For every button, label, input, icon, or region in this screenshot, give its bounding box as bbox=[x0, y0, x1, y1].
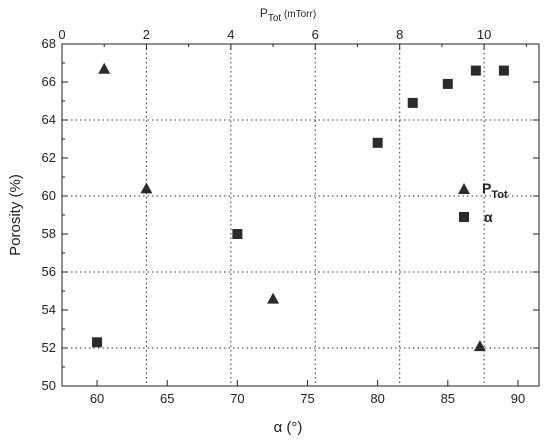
x-bottom-tick-label-90: 90 bbox=[511, 391, 525, 406]
ptot-point-1 bbox=[140, 182, 153, 194]
x-axis-top-label: PTot (mTorr) bbox=[260, 6, 316, 24]
y-tick-label-54: 54 bbox=[42, 302, 56, 317]
legend-ptot-main: P bbox=[482, 180, 491, 196]
x-bottom-tick-label-65: 65 bbox=[160, 391, 174, 406]
x-top-tick-label-4: 4 bbox=[227, 27, 234, 42]
alpha-point-6 bbox=[498, 65, 509, 76]
y-tick-label-52: 52 bbox=[42, 340, 56, 355]
x-top-tick-label-6: 6 bbox=[312, 27, 319, 42]
legend-triangle-marker bbox=[458, 183, 470, 194]
y-axis-label: Porosity (%) bbox=[7, 174, 24, 256]
x-bottom-tick-label-85: 85 bbox=[441, 391, 455, 406]
legend-square-marker bbox=[459, 212, 469, 222]
x-top-tick-label-2: 2 bbox=[143, 27, 150, 42]
y-tick-label-68: 68 bbox=[42, 36, 56, 51]
x-top-tick-label-10: 10 bbox=[477, 27, 491, 42]
data-markers bbox=[92, 62, 509, 352]
x-axis-top-label-sub: Tot bbox=[268, 13, 282, 24]
y-tick-label-58: 58 bbox=[42, 226, 56, 241]
y-tick-label-60: 60 bbox=[42, 188, 56, 203]
x-bottom-tick-label-80: 80 bbox=[370, 391, 384, 406]
x-axis-top-label-main: P bbox=[260, 6, 268, 20]
legend-ptot-label: PTot bbox=[482, 180, 508, 201]
y-tick-label-56: 56 bbox=[42, 264, 56, 279]
legend: PTot α bbox=[458, 180, 508, 225]
axis-ticks bbox=[61, 43, 539, 387]
ptot-point-2 bbox=[267, 292, 280, 304]
grid-lines bbox=[62, 44, 539, 386]
legend-ptot-sub: Tot bbox=[491, 189, 508, 201]
alpha-point-0 bbox=[92, 337, 103, 348]
alpha-point-5 bbox=[470, 65, 481, 76]
alpha-point-4 bbox=[442, 78, 453, 89]
x-bottom-tick-label-75: 75 bbox=[300, 391, 314, 406]
y-tick-label-64: 64 bbox=[42, 112, 56, 127]
alpha-point-2 bbox=[372, 137, 383, 148]
x-axis-bottom-label: α (°) bbox=[274, 419, 303, 436]
alpha-point-1 bbox=[232, 229, 243, 239]
y-tick-label-62: 62 bbox=[42, 150, 56, 165]
x-bottom-tick-label-60: 60 bbox=[90, 391, 104, 406]
y-tick-label-66: 66 bbox=[42, 74, 56, 89]
ptot-point-3 bbox=[473, 340, 486, 352]
y-tick-label-50: 50 bbox=[42, 378, 56, 393]
alpha-point-3 bbox=[407, 97, 418, 108]
x-axis-top-label-unit: (mTorr) bbox=[281, 9, 316, 20]
x-top-tick-label-8: 8 bbox=[396, 27, 403, 42]
x-bottom-tick-label-70: 70 bbox=[230, 391, 244, 406]
legend-alpha-label: α bbox=[484, 209, 493, 225]
ptot-point-0 bbox=[98, 62, 111, 74]
x-top-tick-label-0: 0 bbox=[58, 27, 65, 42]
